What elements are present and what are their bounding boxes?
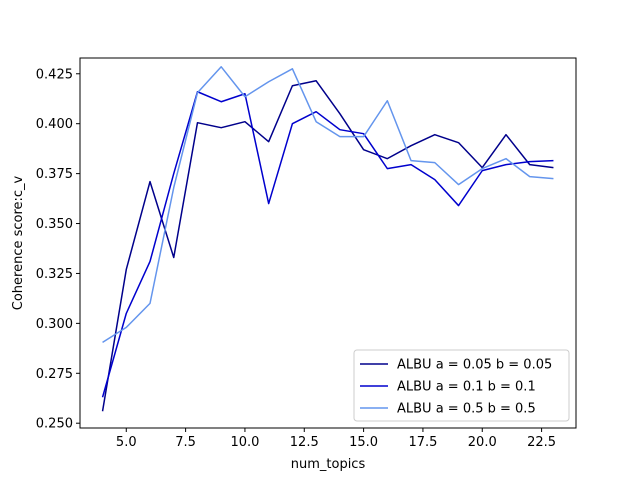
x-tick-label: 17.5 <box>408 435 437 450</box>
x-tick-label: 12.5 <box>290 435 319 450</box>
y-tick-label: 0.350 <box>36 217 73 232</box>
y-tick-label: 0.325 <box>36 267 73 282</box>
y-axis-label: Coherence score:c_v <box>11 175 26 310</box>
series-layer <box>101 66 554 412</box>
y-tick-label: 0.300 <box>36 317 73 332</box>
legend-box <box>353 349 570 422</box>
series-line-3 <box>102 66 554 343</box>
x-tick-label: 20.0 <box>468 435 497 450</box>
x-axis-label: num_topics <box>291 457 366 472</box>
y-tick-label: 0.250 <box>36 417 73 432</box>
x-tick-label: 7.5 <box>175 435 196 450</box>
y-tick-label: 0.400 <box>36 117 73 132</box>
series-line-1 <box>101 80 554 412</box>
y-axis-ticks: 0.250 0.275 0.300 0.325 0.350 0.375 0.400 0.425 <box>36 67 80 432</box>
plot-frame <box>79 57 577 429</box>
legend-items: ALBU a = 0.05 b = 0.05 ALBU a = 0.1 b = 0… <box>360 358 552 417</box>
y-tick-label: 0.275 <box>36 367 73 382</box>
legend-label-3: ALBU a = 0.5 b = 0.5 <box>397 402 536 417</box>
x-tick-label: 15.0 <box>349 435 378 450</box>
series-line-2 <box>101 91 554 398</box>
x-tick-label: 22.5 <box>527 435 556 450</box>
y-tick-label: 0.425 <box>36 67 73 82</box>
y-tick-label: 0.375 <box>36 167 73 182</box>
x-tick-label: 5.0 <box>116 435 137 450</box>
legend-label-2: ALBU a = 0.1 b = 0.1 <box>397 380 536 395</box>
legend: ALBU a = 0.05 b = 0.05 ALBU a = 0.1 b = 0… <box>353 349 570 422</box>
x-axis-ticks: 5.0 7.5 10.0 12.5 15.0 17.5 20.0 22.5 <box>116 428 556 450</box>
x-tick-label: 10.0 <box>230 435 259 450</box>
legend-label-1: ALBU a = 0.05 b = 0.05 <box>397 358 552 373</box>
